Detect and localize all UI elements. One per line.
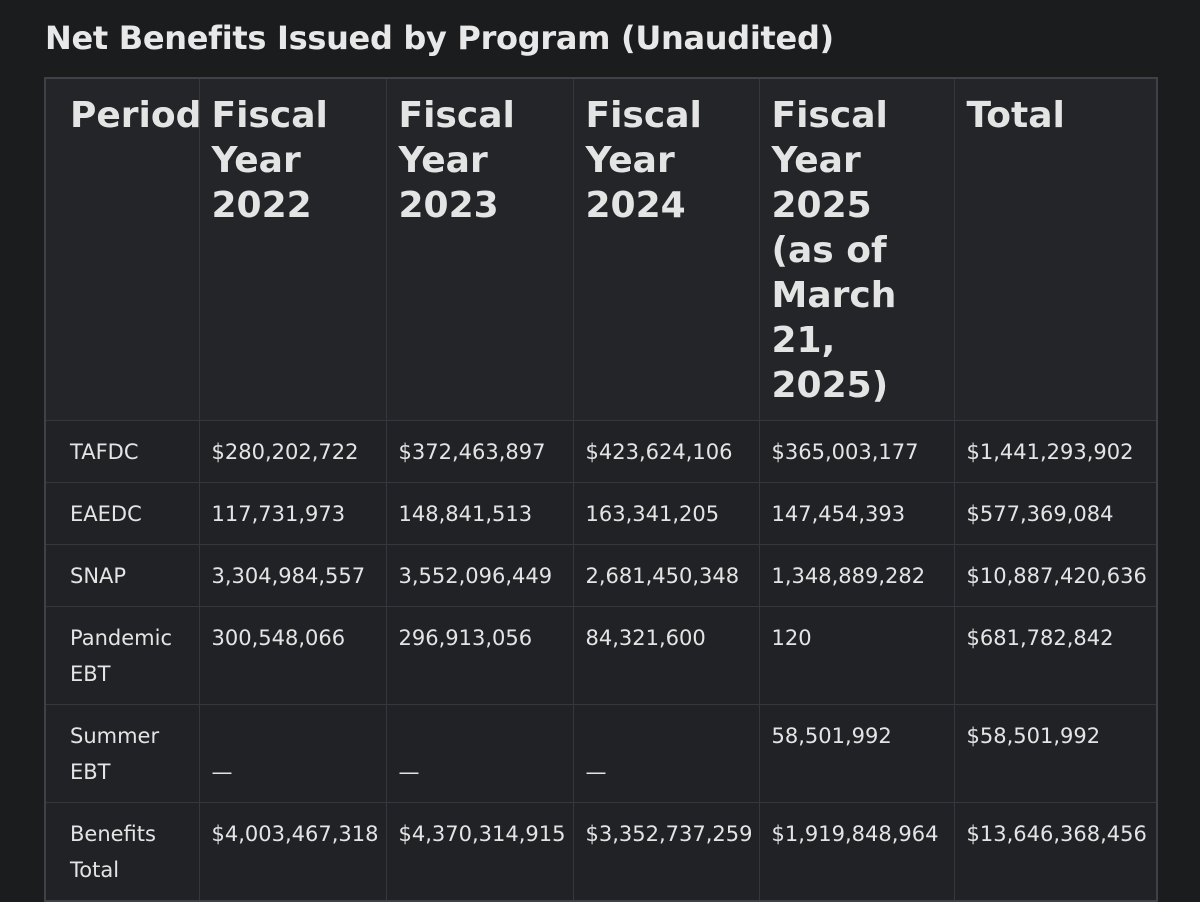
header-cell: Fiscal Year 2024 — [572, 77, 760, 421]
table-cell: $4,370,314,915 — [385, 802, 574, 902]
row-label: Pandemic EBT — [44, 606, 200, 705]
table-cell: — — [198, 704, 387, 803]
table-row: Pandemic EBT 300,548,066 296,913,056 84,321… — [44, 606, 1158, 705]
table-cell: 58,501,992 — [758, 704, 955, 803]
table-cell: $3,352,737,259 — [572, 802, 760, 902]
table-cell: 3,304,984,557 — [198, 544, 387, 607]
table-cell: $280,202,722 — [198, 420, 387, 483]
table-row: TAFDC $280,202,722 $372,463,897 $423,624,10… — [44, 420, 1158, 483]
table-row: EAEDC 117,731,973 148,841,513 163,341,205 14… — [44, 482, 1158, 545]
row-label: Summer EBT — [44, 704, 200, 803]
table-cell: 296,913,056 — [385, 606, 574, 705]
header-cell: Total — [953, 77, 1158, 421]
header-cell: Fiscal Year 2025 (as of March 21, 2025) — [758, 77, 955, 421]
table-cell: 3,552,096,449 — [385, 544, 574, 607]
table-cell: $365,003,177 — [758, 420, 955, 483]
table-cell: 117,731,973 — [198, 482, 387, 545]
table-cell: $1,441,293,902 — [953, 420, 1158, 483]
table-cell: $372,463,897 — [385, 420, 574, 483]
row-label: TAFDC — [44, 420, 200, 483]
table-cell: $577,369,084 — [953, 482, 1158, 545]
table-cell: — — [385, 704, 574, 803]
page-title: Net Benefits Issued by Program (Unaudite… — [45, 19, 834, 57]
table-row: Summer EBT — — —58,501,992 $58,501,992 — [44, 704, 1158, 803]
header-cell: Period — [44, 77, 201, 421]
table-cell: — — [572, 704, 760, 803]
table-row: Benefits Total $4,003,467,318 $4,370,314,9… — [44, 802, 1158, 902]
row-label: EAEDC — [44, 482, 200, 545]
table-cell: $13,646,368,456 — [953, 802, 1158, 902]
header-row: Period Fiscal Year 2022 Fiscal Year 2023 Fi… — [44, 77, 1158, 421]
table-cell: 148,841,513 — [385, 482, 574, 545]
table-cell: 120 — [758, 606, 955, 705]
header-cell: Fiscal Year 2022 — [198, 77, 387, 421]
row-label: Benefits Total — [44, 802, 200, 902]
table-cell: 2,681,450,348 — [572, 544, 760, 607]
table-cell: $4,003,467,318 — [198, 802, 387, 902]
header-cell: Fiscal Year 2023 — [385, 77, 574, 421]
benefits-table: Period Fiscal Year 2022 Fiscal Year 2023 Fi… — [44, 77, 1158, 902]
table-cell: $58,501,992 — [953, 704, 1158, 803]
table-cell: 84,321,600 — [572, 606, 760, 705]
table-cell: $423,624,106 — [572, 420, 760, 483]
row-label: SNAP — [44, 544, 200, 607]
table-row: SNAP 3,304,984,557 3,552,096,449 2,681,450,… — [44, 544, 1158, 607]
table-cell: 147,454,393 — [758, 482, 955, 545]
table-cell: $1,919,848,964 — [758, 802, 955, 902]
table-cell: $10,887,420,636 — [953, 544, 1158, 607]
table-cell: 300,548,066 — [198, 606, 387, 705]
table-cell: $681,782,842 — [953, 606, 1158, 705]
table-cell: 1,348,889,282 — [758, 544, 955, 607]
table-cell: 163,341,205 — [572, 482, 760, 545]
page: Net Benefits Issued by Program (Unaudite… — [44, 19, 1158, 902]
